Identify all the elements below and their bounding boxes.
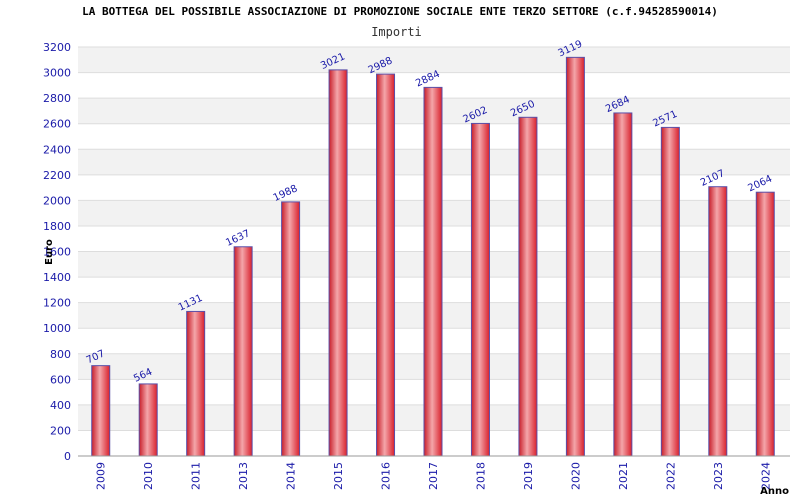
grid-band	[78, 47, 790, 73]
x-axis-label: Anno	[760, 486, 789, 497]
y-tick-label: 3000	[43, 67, 71, 80]
y-tick-label: 600	[50, 373, 71, 386]
y-tick-label: 1800	[43, 220, 71, 233]
data-label: 2064	[746, 174, 774, 195]
y-tick-label: 1600	[43, 246, 71, 259]
bar	[376, 73, 396, 457]
x-tick-label: 2011	[190, 462, 203, 490]
x-tick-label: 2013	[237, 462, 250, 490]
y-tick-label: 200	[50, 424, 71, 437]
y-tick-label: 2400	[43, 143, 71, 156]
bar	[138, 383, 158, 457]
chart-title: LA BOTTEGA DEL POSSIBILE ASSOCIAZIONE DI…	[82, 5, 718, 18]
y-tick-label: 1000	[43, 322, 71, 335]
bar	[91, 365, 111, 457]
chart-subtitle: Importi	[371, 25, 422, 39]
bar	[186, 310, 206, 457]
x-tick-label: 2015	[332, 462, 345, 490]
bar	[233, 246, 253, 457]
y-axis-ticks: 0 200 400 600 800 1000 1200 1400 1600 1800 2000 220…	[43, 41, 71, 463]
bar	[613, 112, 633, 457]
bar	[518, 116, 538, 457]
y-tick-label: 2800	[43, 92, 71, 105]
bar	[755, 191, 775, 457]
x-tick-label: 2023	[712, 462, 725, 490]
bar	[470, 122, 490, 457]
x-tick-label: 2016	[380, 462, 393, 490]
bar	[565, 56, 585, 457]
bar	[423, 86, 443, 457]
bar	[328, 69, 348, 457]
bar	[708, 186, 728, 457]
x-tick-label: 2010	[142, 462, 155, 490]
y-tick-label: 400	[50, 399, 71, 412]
bars	[91, 56, 775, 457]
x-tick-label: 2022	[664, 462, 677, 490]
y-axis-label: Euro	[44, 239, 55, 265]
bar	[281, 201, 301, 457]
x-axis-ticks: 2009 2010 2011 2013 2014 2015 2016 2017 2018 2019…	[95, 462, 773, 490]
y-tick-label: 0	[64, 450, 71, 463]
x-tick-label: 2018	[474, 462, 487, 490]
y-tick-label: 2000	[43, 194, 71, 207]
x-tick-label: 2009	[95, 462, 108, 490]
bar	[660, 126, 680, 457]
x-tick-label: 2021	[617, 462, 630, 490]
x-tick-label: 2017	[427, 462, 440, 490]
y-tick-label: 2200	[43, 169, 71, 182]
data-label: 1637	[224, 228, 252, 249]
y-tick-label: 800	[50, 348, 71, 361]
x-tick-label: 2020	[569, 462, 582, 490]
y-tick-label: 1400	[43, 271, 71, 284]
x-tick-label: 2024	[759, 462, 772, 490]
y-tick-label: 3200	[43, 41, 71, 54]
x-tick-label: 2019	[522, 462, 535, 490]
y-tick-label: 1200	[43, 297, 71, 310]
x-tick-label: 2014	[285, 462, 298, 490]
y-tick-label: 2600	[43, 118, 71, 131]
